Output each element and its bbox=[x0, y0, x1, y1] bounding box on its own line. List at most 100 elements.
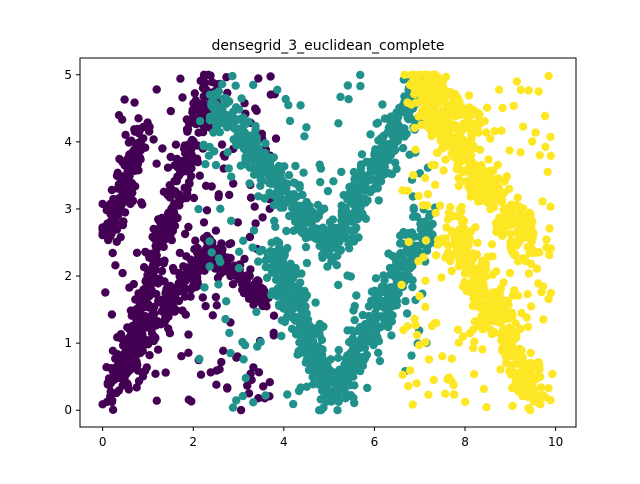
data-point bbox=[487, 329, 497, 339]
data-point bbox=[540, 111, 550, 121]
data-point bbox=[233, 218, 242, 227]
data-point bbox=[404, 381, 413, 391]
cluster-2-points bbox=[397, 70, 557, 415]
data-point bbox=[134, 138, 143, 148]
data-point bbox=[325, 378, 334, 388]
data-point bbox=[302, 232, 312, 241]
x-tick-label: 6 bbox=[371, 435, 379, 449]
data-point bbox=[153, 345, 163, 354]
data-point bbox=[513, 193, 522, 202]
data-point bbox=[315, 327, 324, 336]
data-point bbox=[334, 353, 343, 362]
data-point bbox=[479, 171, 488, 181]
data-point bbox=[246, 265, 255, 274]
data-point bbox=[305, 217, 314, 226]
data-point bbox=[457, 202, 466, 212]
data-point bbox=[537, 383, 546, 392]
data-point bbox=[323, 186, 333, 196]
data-point bbox=[379, 303, 389, 312]
data-point bbox=[215, 365, 224, 374]
data-point bbox=[412, 379, 421, 388]
data-point bbox=[512, 380, 522, 389]
data-point bbox=[276, 288, 285, 297]
data-point bbox=[524, 404, 533, 413]
data-point bbox=[188, 256, 197, 266]
data-point bbox=[184, 222, 193, 232]
data-point bbox=[468, 175, 477, 184]
data-point bbox=[254, 74, 263, 83]
x-tick-label: 4 bbox=[280, 435, 288, 449]
data-point bbox=[490, 127, 499, 136]
data-point bbox=[548, 369, 557, 379]
data-point bbox=[409, 171, 418, 180]
data-point bbox=[367, 287, 377, 296]
data-point bbox=[271, 168, 280, 178]
data-point bbox=[535, 151, 544, 160]
data-point bbox=[545, 250, 554, 260]
data-point bbox=[249, 398, 258, 407]
data-point bbox=[423, 70, 433, 80]
data-point bbox=[337, 201, 346, 210]
data-point bbox=[189, 155, 198, 164]
data-point bbox=[496, 365, 505, 374]
data-point bbox=[509, 101, 518, 111]
data-point bbox=[239, 236, 248, 245]
data-point bbox=[250, 202, 259, 211]
data-point bbox=[389, 298, 398, 307]
data-point bbox=[210, 147, 219, 156]
data-point bbox=[195, 354, 204, 364]
data-point bbox=[341, 229, 350, 238]
data-point bbox=[226, 348, 235, 358]
data-point bbox=[187, 397, 196, 406]
data-point bbox=[130, 98, 139, 107]
data-point bbox=[343, 81, 352, 90]
data-point bbox=[110, 368, 119, 378]
data-point bbox=[543, 167, 552, 177]
data-point bbox=[218, 265, 227, 274]
data-point bbox=[344, 95, 353, 104]
data-point bbox=[482, 196, 491, 205]
data-point bbox=[131, 295, 140, 304]
data-point bbox=[350, 381, 359, 390]
data-point bbox=[460, 277, 469, 287]
data-point bbox=[447, 252, 457, 261]
data-point bbox=[111, 261, 120, 270]
y-tick-label: 4 bbox=[64, 135, 72, 149]
data-point bbox=[388, 115, 397, 124]
data-point bbox=[445, 124, 454, 133]
y-axis: 0 1 2 3 4 5 bbox=[64, 68, 80, 417]
data-point bbox=[541, 142, 550, 152]
data-point bbox=[207, 248, 216, 257]
data-point bbox=[196, 370, 206, 379]
data-point bbox=[246, 193, 256, 202]
data-point bbox=[423, 190, 433, 199]
x-tick-label: 10 bbox=[548, 435, 563, 449]
data-point bbox=[281, 94, 290, 104]
data-point bbox=[134, 332, 143, 341]
data-point bbox=[474, 197, 483, 206]
data-point bbox=[441, 253, 450, 262]
data-point bbox=[198, 293, 207, 302]
data-point bbox=[380, 168, 389, 177]
data-point bbox=[343, 326, 352, 335]
data-point bbox=[152, 159, 161, 168]
data-point bbox=[488, 294, 497, 303]
data-point bbox=[354, 326, 363, 335]
data-point bbox=[394, 124, 404, 134]
data-point bbox=[242, 271, 251, 280]
data-point bbox=[482, 403, 491, 412]
data-point bbox=[240, 341, 250, 350]
data-point bbox=[322, 226, 332, 235]
data-point bbox=[224, 164, 233, 173]
data-point bbox=[256, 160, 265, 169]
data-point bbox=[348, 362, 358, 371]
data-point bbox=[531, 128, 540, 137]
data-point bbox=[409, 205, 418, 214]
data-point bbox=[449, 390, 458, 399]
data-point bbox=[150, 273, 159, 283]
data-point bbox=[506, 229, 515, 238]
data-point bbox=[341, 367, 351, 377]
data-point bbox=[219, 346, 228, 355]
data-point bbox=[520, 255, 530, 264]
